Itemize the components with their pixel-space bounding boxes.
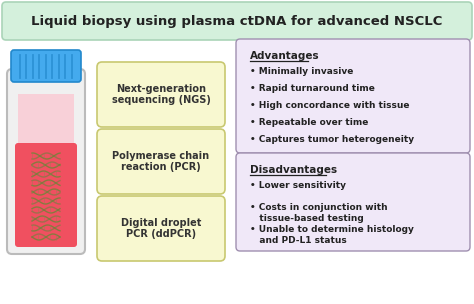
Text: Digital droplet
PCR (ddPCR): Digital droplet PCR (ddPCR) bbox=[121, 218, 201, 239]
FancyBboxPatch shape bbox=[97, 129, 225, 194]
Text: • Unable to determine histology
   and PD-L1 status: • Unable to determine histology and PD-L… bbox=[250, 225, 414, 245]
FancyBboxPatch shape bbox=[97, 196, 225, 261]
Text: • Costs in conjunction with
   tissue-based testing: • Costs in conjunction with tissue-based… bbox=[250, 203, 388, 223]
FancyBboxPatch shape bbox=[11, 50, 81, 82]
FancyBboxPatch shape bbox=[2, 2, 472, 40]
Text: • High concordance with tissue: • High concordance with tissue bbox=[250, 101, 410, 110]
Text: Disadvantages: Disadvantages bbox=[250, 165, 337, 175]
FancyBboxPatch shape bbox=[18, 94, 74, 149]
Text: Liquid biopsy using plasma ctDNA for advanced NSCLC: Liquid biopsy using plasma ctDNA for adv… bbox=[31, 15, 443, 27]
Text: Polymerase chain
reaction (PCR): Polymerase chain reaction (PCR) bbox=[112, 151, 210, 172]
FancyBboxPatch shape bbox=[236, 39, 470, 153]
Text: • Minimally invasive: • Minimally invasive bbox=[250, 67, 354, 76]
FancyBboxPatch shape bbox=[7, 69, 85, 254]
Text: • Rapid turnaround time: • Rapid turnaround time bbox=[250, 84, 375, 93]
Text: Next-generation
sequencing (NGS): Next-generation sequencing (NGS) bbox=[111, 84, 210, 105]
Text: • Repeatable over time: • Repeatable over time bbox=[250, 118, 368, 127]
Text: • Captures tumor heterogeneity: • Captures tumor heterogeneity bbox=[250, 135, 414, 144]
FancyBboxPatch shape bbox=[15, 143, 77, 247]
FancyBboxPatch shape bbox=[236, 153, 470, 251]
Text: • Lower sensitivity: • Lower sensitivity bbox=[250, 181, 346, 190]
Text: Advantages: Advantages bbox=[250, 51, 319, 61]
FancyBboxPatch shape bbox=[97, 62, 225, 127]
